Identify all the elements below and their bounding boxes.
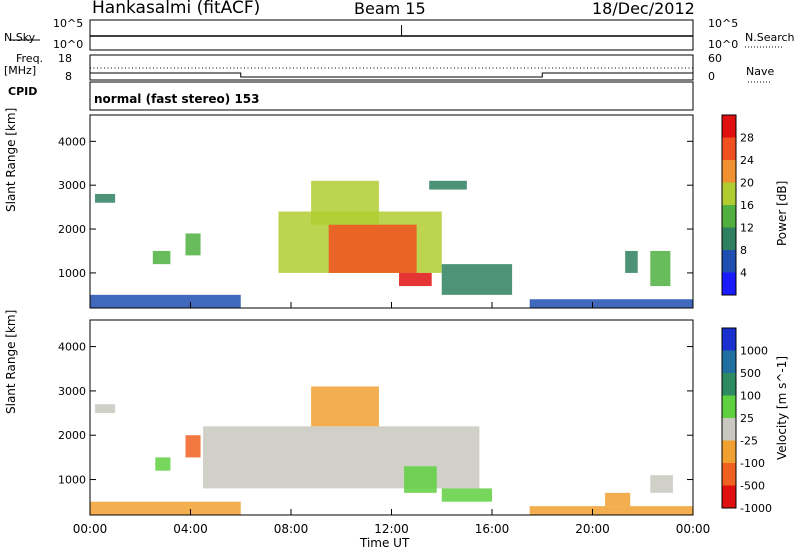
velocity-colorbar-tick-2: 100 (740, 390, 761, 403)
velocity-colorbar-frame (721, 327, 737, 509)
velocity-colorbar-swatch-0 (722, 328, 736, 351)
velocity-colorbar-swatch-6 (722, 463, 736, 486)
xtick-label-3: 12:00 (374, 522, 409, 536)
power-colorbar-swatch-5 (722, 227, 736, 251)
velocity-echo-region-7 (441, 488, 492, 502)
xtick-label-0: 00:00 (73, 522, 108, 536)
power-echo-region-1 (90, 294, 241, 308)
power-colorbar-tick-5: 24 (740, 154, 754, 167)
velocity-echo-region-1 (90, 501, 241, 515)
freq-tick-bottom: 8 (65, 70, 72, 83)
velocity-colorbar-tick-5: -100 (740, 457, 765, 470)
velocity-echo-region-2 (155, 457, 171, 471)
nsearch-tick-bottom: 10^0 (708, 38, 739, 51)
power-echo-region-7 (311, 180, 379, 225)
xtick-label-2: 08:00 (274, 522, 309, 536)
freq-unit: [MHz] (4, 64, 37, 77)
power-colorbar-swatch-7 (722, 272, 736, 296)
power-echo-region-3 (185, 233, 201, 256)
velocity-colorbar-swatch-4 (722, 418, 736, 441)
velocity-colorbar-tick-3: 25 (740, 412, 754, 425)
nsky-tick-bottom: 10^0 (53, 38, 84, 51)
velocity-ytick-label-2: 3000 (58, 385, 86, 398)
velocity-echo-region-0 (95, 404, 116, 414)
power-colorbar-swatch-1 (722, 137, 736, 161)
freq-line (90, 72, 693, 78)
velocity-colorbar-tick-7: -1000 (740, 502, 772, 515)
beam-title: Beam 15 (354, 0, 426, 18)
power-colorbar-frame (721, 114, 737, 296)
velocity-echo-region-9 (650, 475, 673, 493)
velocity-echo-region-4 (203, 426, 480, 489)
power-colorbar-swatch-3 (722, 182, 736, 206)
power-colorbar-tick-0: 4 (740, 267, 747, 280)
xtick-label-6: 00:00 (676, 522, 711, 536)
velocity-colorbar-tick-1: 500 (740, 367, 761, 380)
power-echo-region-5 (328, 224, 417, 273)
cpid-frame (89, 81, 694, 111)
velocity-echo-region-6 (404, 466, 437, 493)
power-ytick-label-2: 3000 (58, 179, 86, 192)
freq-label: Freq. (16, 52, 44, 65)
velocity-echo-region-10 (529, 506, 693, 515)
velocity-colorbar-swatch-5 (722, 440, 736, 464)
power-colorbar-swatch-0 (722, 115, 736, 138)
velocity-echo-region-5 (311, 386, 379, 427)
power-echo-region-6 (399, 272, 432, 287)
power-ytick-label-3: 4000 (58, 135, 86, 148)
power-colorbar-swatch-4 (722, 205, 736, 228)
power-ytick-label-0: 1000 (58, 267, 86, 280)
nsky-label: N.Sky (4, 31, 36, 44)
velocity-ytick-label-1: 2000 (58, 429, 86, 442)
velocity-colorbar-swatch-3 (722, 395, 736, 419)
power-echo-region-9 (441, 264, 513, 295)
xtick-label-4: 16:00 (475, 522, 510, 536)
velocity-echo-region-3 (185, 435, 201, 458)
power-echo-region-12 (529, 299, 693, 308)
nave-label: Nave (746, 65, 775, 78)
station-title: Hankasalmi (fitACF) (92, 0, 261, 18)
xtick-label-1: 04:00 (173, 522, 208, 536)
power-colorbar-tick-1: 8 (740, 244, 747, 257)
power-colorbar-swatch-2 (722, 160, 736, 183)
x-axis-label: Time UT (360, 536, 410, 550)
power-echo-region-11 (650, 250, 671, 287)
velocity-ytick-label-3: 4000 (58, 341, 86, 354)
power-colorbar-tick-3: 16 (740, 199, 754, 212)
velocity-colorbar-tick-6: -500 (740, 480, 765, 493)
freq-tick-top: 18 (58, 52, 72, 65)
nsearch-tick-top: 10^5 (708, 17, 739, 30)
power-echo-region-10 (625, 250, 638, 273)
power-colorbar-swatch-6 (722, 250, 736, 273)
cpid-text: normal (fast stereo) 153 (94, 92, 260, 106)
nave-tick-bottom: 0 (708, 70, 715, 83)
nave-tick-top: 60 (708, 52, 722, 65)
velocity-colorbar-tick-0: 1000 (740, 345, 768, 358)
power-colorbar-tick-6: 28 (740, 132, 754, 145)
velocity-colorbar-swatch-2 (722, 373, 736, 396)
velocity-colorbar-swatch-7 (722, 485, 736, 509)
cpid-label: CPID (8, 85, 38, 98)
velocity-colorbar-tick-4: -25 (740, 435, 758, 448)
velocity-echo-region-8 (605, 492, 631, 507)
date-title: 18/Dec/2012 (592, 0, 695, 18)
nsearch-label: N.Search (745, 31, 795, 44)
power-colorbar-tick-4: 20 (740, 177, 754, 190)
velocity-colorbar-swatch-1 (722, 350, 736, 374)
nsky-frame (89, 19, 694, 51)
power-colorbar-tick-2: 12 (740, 222, 754, 235)
power-echo-region-2 (152, 250, 171, 265)
velocity-ytick-label-0: 1000 (58, 474, 86, 487)
power-echo-region-0 (95, 193, 116, 203)
nsky-tick-top: 10^5 (53, 17, 84, 30)
power-ytick-label-1: 2000 (58, 223, 86, 236)
xtick-label-5: 20:00 (575, 522, 610, 536)
power-echo-region-8 (429, 180, 467, 190)
